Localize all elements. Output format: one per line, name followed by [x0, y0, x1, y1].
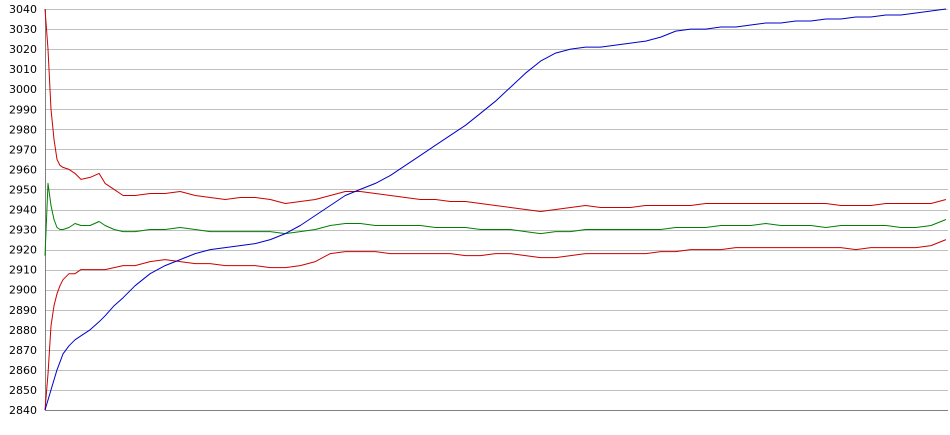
- y-tick-label: 3030: [9, 23, 37, 36]
- y-tick-label: 2860: [9, 364, 37, 377]
- series-line-1: [44, 8, 947, 212]
- y-tick-label: 2880: [9, 324, 37, 337]
- y-tick-label: 2910: [9, 264, 37, 277]
- y-tick-label: 3010: [9, 63, 37, 76]
- y-tick-label: 2940: [9, 204, 37, 217]
- y-tick-label: 2990: [9, 103, 37, 116]
- gridlines: [45, 9, 948, 411]
- y-tick-label: 3020: [9, 43, 37, 56]
- y-tick-label: 2980: [9, 123, 37, 136]
- y-tick-labels: 3040 3030 3020 3010 3000 2990 2980 2970 2960 2950…: [9, 3, 37, 417]
- series-line-2: [44, 182, 947, 256]
- y-tick-label: 2960: [9, 163, 37, 176]
- series-line-4: [44, 8, 947, 411]
- y-tick-label: 2870: [9, 344, 37, 357]
- y-tick-label: 2890: [9, 304, 37, 317]
- y-tick-label: 2920: [9, 244, 37, 257]
- y-tick-label: 2840: [9, 404, 37, 417]
- y-tick-label: 2900: [9, 284, 37, 297]
- series-line-3: [44, 239, 947, 411]
- y-tick-label: 3000: [9, 83, 37, 96]
- y-tick-label: 3040: [9, 3, 37, 16]
- y-tick-label: 2930: [9, 224, 37, 237]
- y-tick-label: 2950: [9, 183, 37, 196]
- y-tick-label: 2970: [9, 143, 37, 156]
- y-tick-label: 2850: [9, 384, 37, 397]
- series-lines: [44, 8, 947, 411]
